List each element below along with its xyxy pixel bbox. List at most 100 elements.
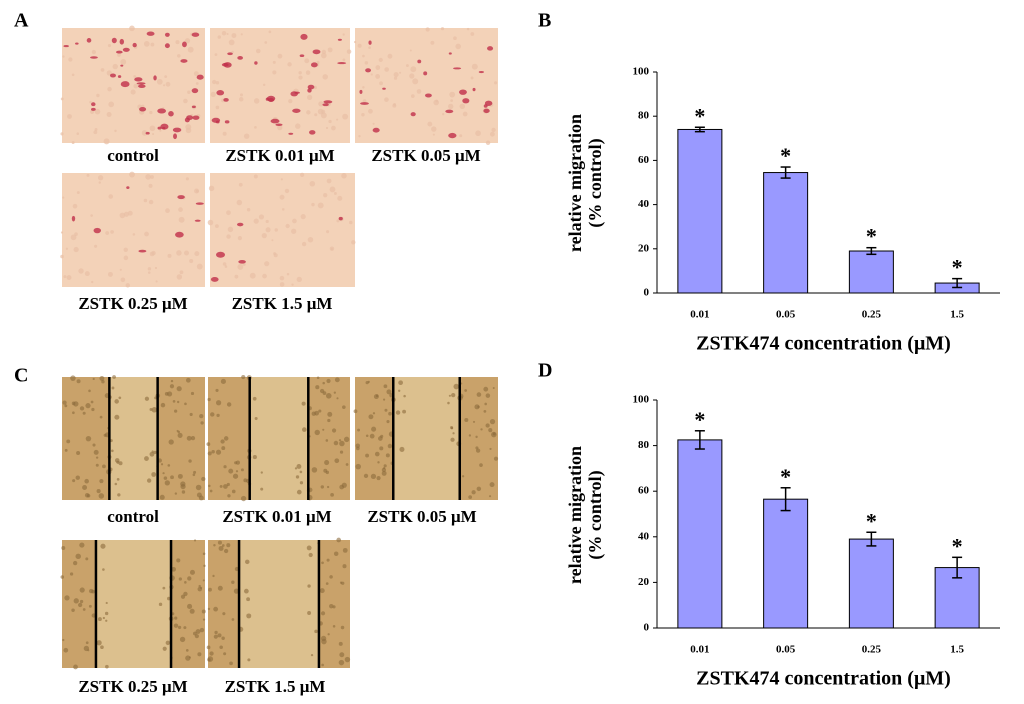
texture [223, 465, 227, 469]
texture [64, 448, 68, 452]
texture [361, 113, 365, 117]
texture [149, 110, 153, 115]
cell [132, 42, 137, 48]
texture [94, 244, 98, 248]
texture [362, 54, 365, 58]
texture [114, 129, 117, 133]
texture [151, 472, 157, 477]
texture [449, 91, 456, 98]
texture [67, 114, 72, 119]
texture [240, 468, 244, 472]
cell [216, 90, 225, 96]
texture [264, 41, 268, 44]
texture [321, 561, 324, 565]
texture [261, 233, 267, 239]
texture [74, 232, 78, 236]
texture [280, 178, 283, 181]
texture [324, 459, 330, 466]
texture [70, 234, 77, 241]
texture [176, 386, 182, 392]
texture [190, 391, 195, 396]
cell [299, 54, 305, 57]
texture [292, 218, 297, 224]
texture [200, 421, 204, 425]
texture [318, 409, 322, 413]
texture [231, 489, 236, 494]
texture [164, 75, 168, 79]
cell [139, 106, 147, 112]
texture [144, 231, 149, 237]
texture [323, 192, 328, 198]
cell [91, 102, 96, 107]
image-caption: control [107, 146, 159, 165]
texture [455, 43, 461, 50]
texture [476, 486, 482, 492]
texture [381, 467, 387, 473]
texture [384, 97, 389, 102]
texture [287, 62, 292, 67]
texture [373, 394, 379, 400]
texture [162, 646, 167, 651]
cell [448, 52, 452, 55]
texture [208, 185, 215, 192]
texture [416, 89, 422, 94]
texture [66, 439, 71, 444]
texture [327, 411, 333, 417]
texture [103, 138, 110, 145]
texture [156, 78, 163, 85]
texture [173, 623, 179, 628]
texture [470, 32, 475, 36]
texture [333, 551, 339, 557]
texture [327, 633, 330, 636]
texture [189, 608, 195, 614]
texture [322, 428, 325, 431]
texture [60, 254, 64, 259]
cell [425, 93, 432, 98]
cell [136, 82, 146, 85]
texture [163, 84, 166, 87]
texture [202, 552, 206, 556]
texture [375, 65, 381, 70]
micrograph [206, 374, 350, 502]
cell [116, 50, 123, 54]
texture [60, 132, 64, 136]
texture [339, 440, 345, 447]
texture [112, 375, 116, 379]
texture [222, 131, 227, 136]
cell [484, 100, 493, 106]
texture [189, 412, 193, 417]
texture [91, 407, 95, 412]
bar [848, 538, 894, 629]
texture [459, 134, 463, 138]
texture [316, 376, 320, 380]
texture [231, 618, 235, 621]
texture [213, 544, 216, 547]
texture [177, 54, 181, 58]
cell [472, 87, 476, 92]
texture [76, 450, 81, 455]
texture [64, 404, 68, 408]
texture [178, 207, 183, 213]
wound-area [393, 377, 460, 500]
texture [82, 608, 86, 611]
texture [362, 99, 367, 103]
texture [171, 566, 176, 572]
texture [398, 389, 401, 392]
texture [306, 110, 311, 115]
texture [489, 482, 495, 488]
texture [383, 464, 387, 468]
texture [307, 611, 312, 615]
texture [158, 602, 163, 607]
texture [299, 470, 303, 474]
texture [152, 133, 155, 136]
x-tick-label: 0.05 [776, 309, 796, 321]
texture [107, 271, 113, 277]
cell [120, 64, 124, 67]
cell [459, 89, 467, 95]
texture [212, 79, 217, 85]
error-bar [866, 531, 877, 547]
texture [386, 420, 390, 424]
cell [146, 31, 155, 36]
texture [229, 661, 233, 666]
texture [431, 126, 437, 132]
